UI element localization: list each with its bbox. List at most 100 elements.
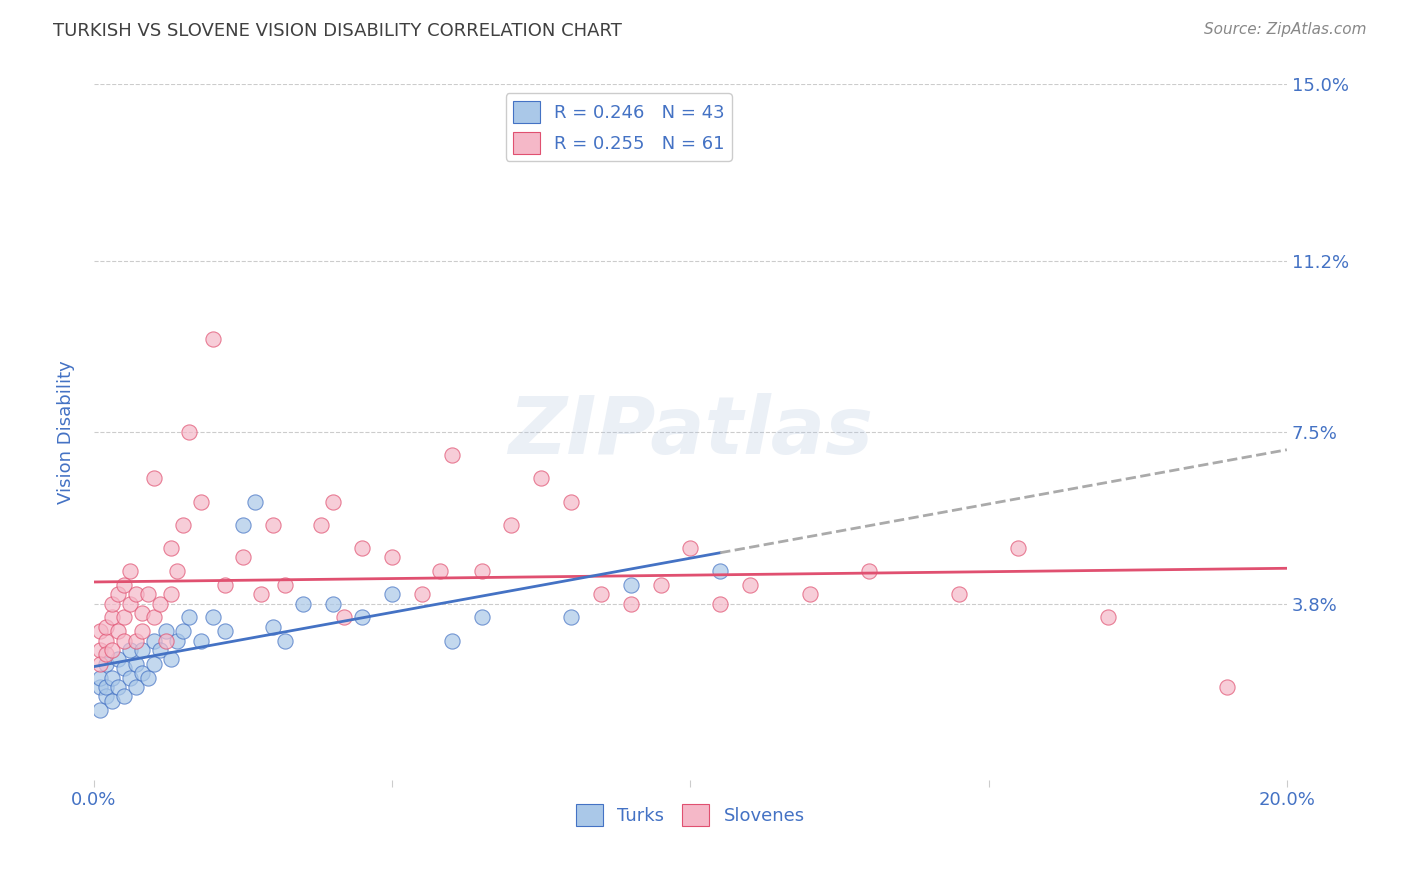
Point [352, 541, 374, 555]
Point [166, 633, 188, 648]
Point [172, 517, 194, 532]
Point [89, 671, 111, 685]
Point [262, 620, 284, 634]
Point [291, 597, 314, 611]
Point [89, 624, 111, 639]
Point [250, 587, 273, 601]
Point [160, 587, 183, 601]
Point [321, 597, 343, 611]
Point [471, 564, 494, 578]
Point [118, 564, 141, 578]
Point [94, 633, 117, 648]
Point [142, 633, 165, 648]
Point [155, 633, 177, 648]
Text: ZIPatlas: ZIPatlas [508, 393, 873, 471]
Point [179, 425, 201, 439]
Point [440, 448, 463, 462]
Point [118, 643, 141, 657]
Point [125, 680, 148, 694]
Point [89, 680, 111, 694]
Point [89, 703, 111, 717]
Point [202, 610, 225, 624]
Point [202, 332, 225, 346]
Text: TURKISH VS SLOVENE VISION DISABILITY CORRELATION CHART: TURKISH VS SLOVENE VISION DISABILITY COR… [53, 22, 623, 40]
Point [799, 587, 821, 601]
Point [125, 657, 148, 671]
Point [94, 620, 117, 634]
Point [101, 597, 124, 611]
Point [142, 657, 165, 671]
Point [471, 610, 494, 624]
Point [352, 610, 374, 624]
Point [232, 550, 254, 565]
Point [89, 643, 111, 657]
Point [94, 648, 117, 662]
Point [131, 624, 153, 639]
Point [94, 680, 117, 694]
Point [214, 578, 236, 592]
Point [321, 494, 343, 508]
Point [107, 680, 129, 694]
Point [243, 494, 266, 508]
Point [112, 661, 135, 675]
Point [118, 597, 141, 611]
Point [1007, 541, 1029, 555]
Point [142, 610, 165, 624]
Point [118, 671, 141, 685]
Point [589, 587, 612, 601]
Point [560, 494, 582, 508]
Point [101, 643, 124, 657]
Point [107, 587, 129, 601]
Point [560, 610, 582, 624]
Point [620, 597, 643, 611]
Point [112, 578, 135, 592]
Point [131, 643, 153, 657]
Point [89, 657, 111, 671]
Point [179, 610, 201, 624]
Point [142, 471, 165, 485]
Point [190, 633, 212, 648]
Point [1216, 680, 1239, 694]
Point [620, 578, 643, 592]
Point [107, 652, 129, 666]
Point [160, 652, 183, 666]
Point [94, 689, 117, 703]
Point [738, 578, 761, 592]
Point [309, 517, 332, 532]
Point [101, 671, 124, 685]
Point [679, 541, 702, 555]
Point [172, 624, 194, 639]
Point [125, 633, 148, 648]
Point [131, 666, 153, 681]
Point [650, 578, 672, 592]
Point [411, 587, 433, 601]
Text: Source: ZipAtlas.com: Source: ZipAtlas.com [1204, 22, 1367, 37]
Point [948, 587, 970, 601]
Point [190, 494, 212, 508]
Point [112, 633, 135, 648]
Point [709, 597, 731, 611]
Point [262, 517, 284, 532]
Point [136, 671, 159, 685]
Y-axis label: Vision Disability: Vision Disability [58, 360, 75, 504]
Point [107, 624, 129, 639]
Point [101, 610, 124, 624]
Point [333, 610, 356, 624]
Point [160, 541, 183, 555]
Point [274, 633, 297, 648]
Point [125, 587, 148, 601]
Point [381, 587, 404, 601]
Point [148, 597, 170, 611]
Point [858, 564, 880, 578]
Point [155, 624, 177, 639]
Point [274, 578, 297, 592]
Point [1097, 610, 1119, 624]
Point [131, 606, 153, 620]
Point [214, 624, 236, 639]
Legend: Turks, Slovenes: Turks, Slovenes [568, 797, 813, 833]
Point [501, 517, 523, 532]
Point [709, 564, 731, 578]
Point [232, 517, 254, 532]
Point [381, 550, 404, 565]
Point [112, 610, 135, 624]
